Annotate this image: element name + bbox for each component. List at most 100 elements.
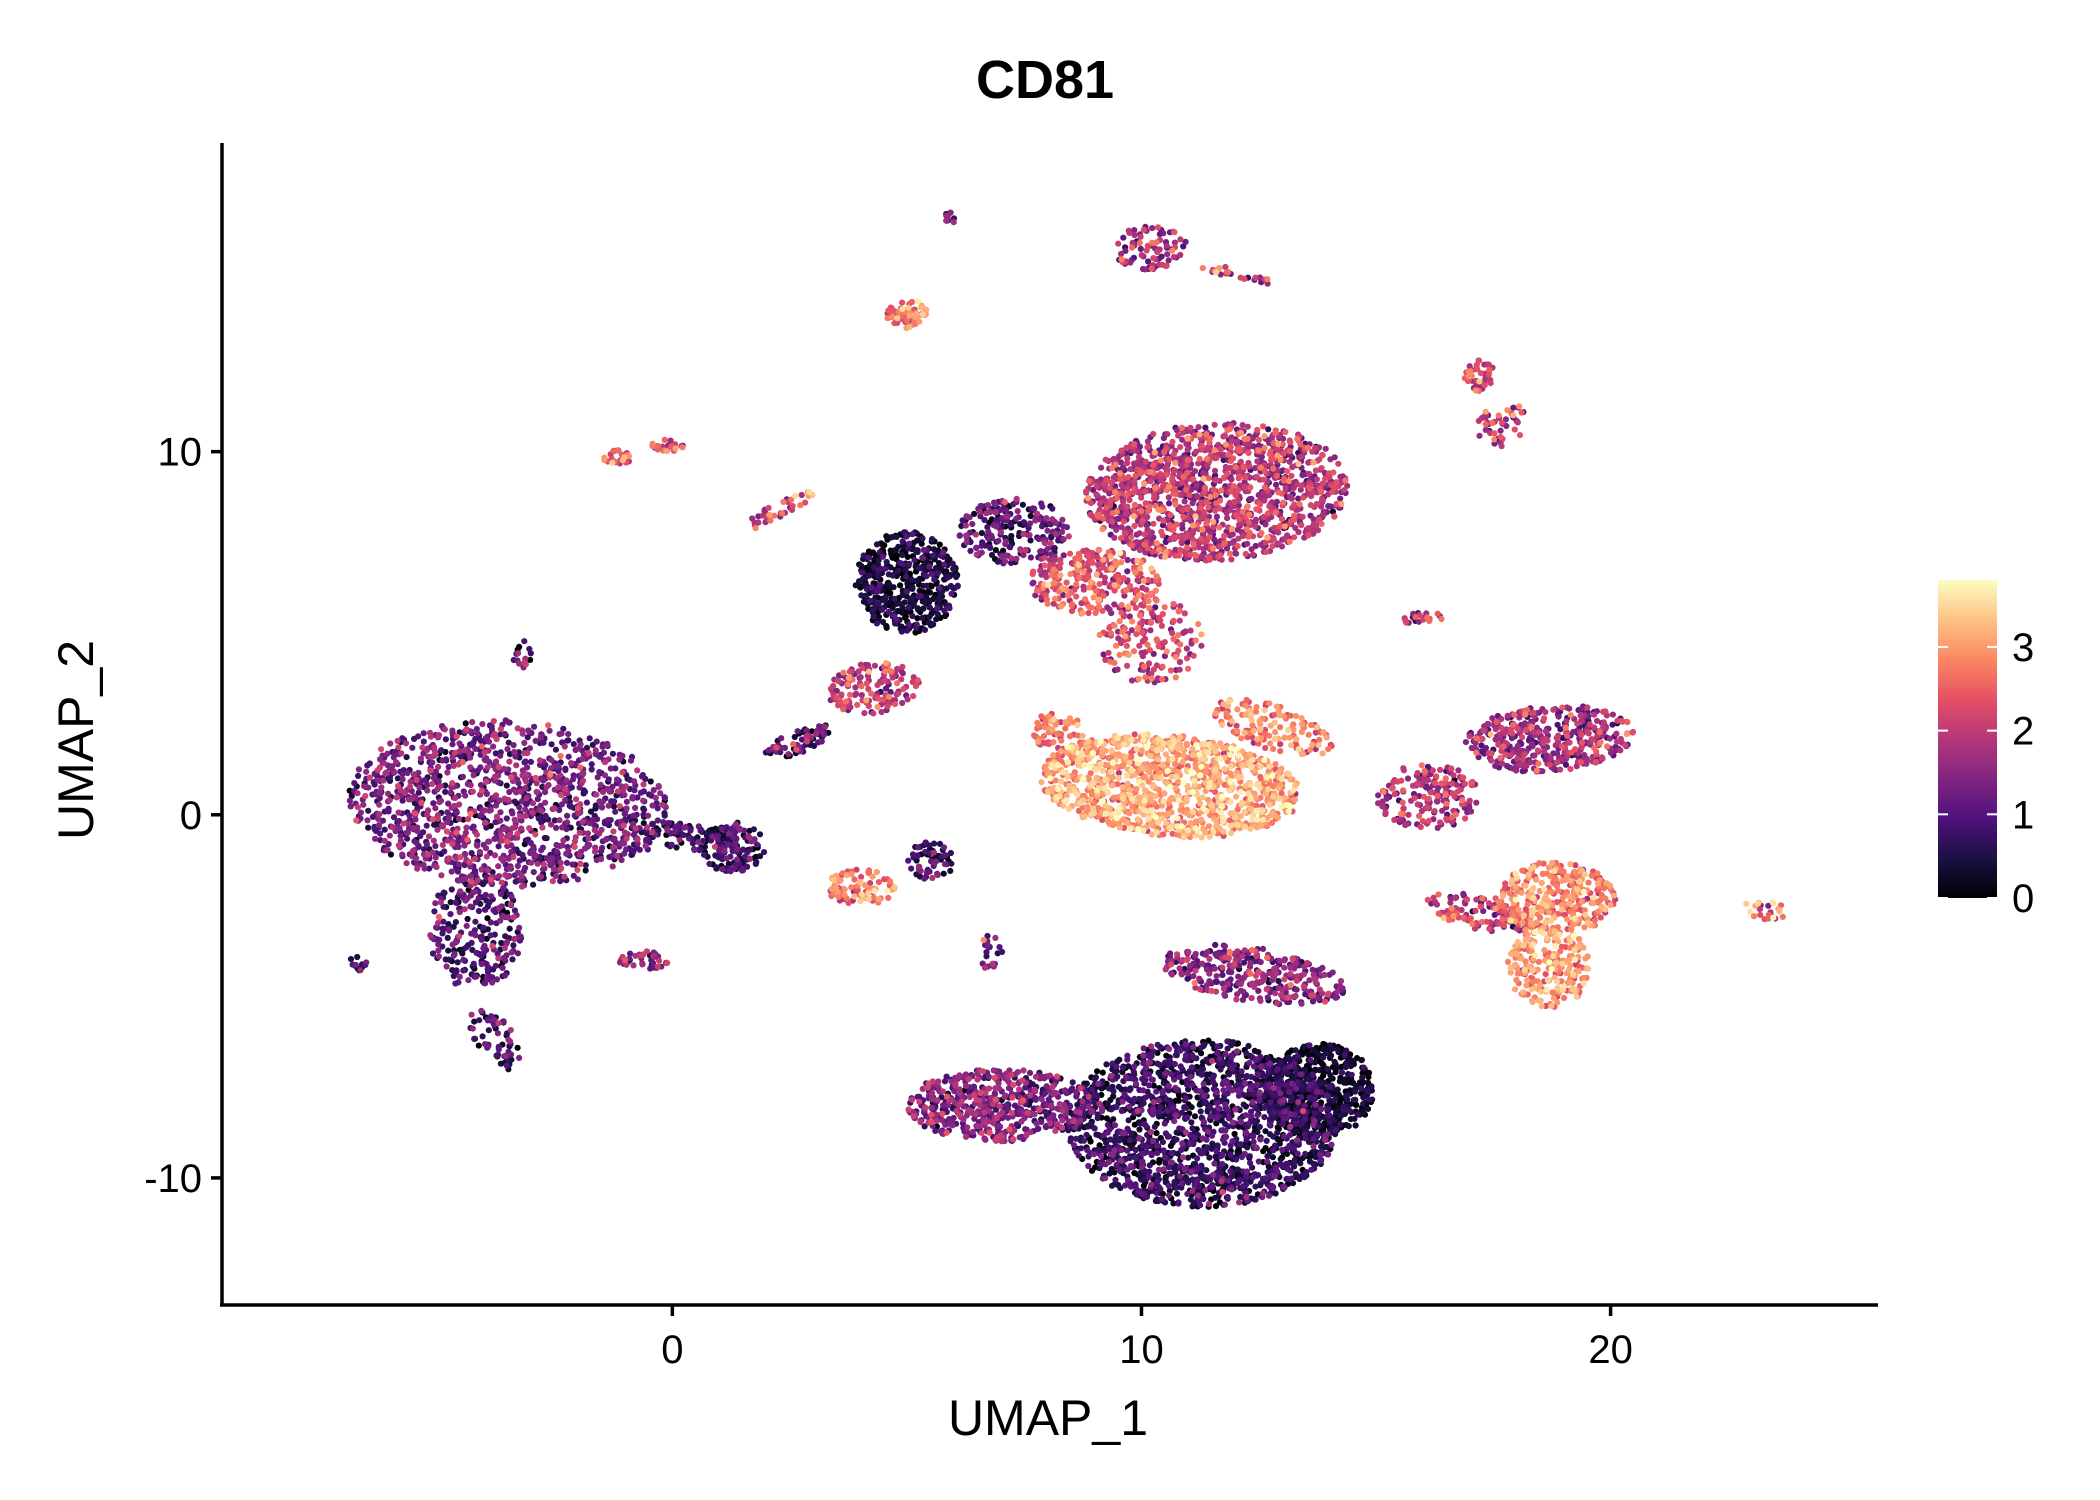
cell-point xyxy=(538,847,545,854)
cell-point xyxy=(1146,1162,1153,1169)
cell-point xyxy=(1309,1071,1316,1078)
cell-point xyxy=(1176,1074,1183,1081)
cell-point xyxy=(1359,1108,1366,1115)
cell-point xyxy=(934,605,941,612)
cell-point xyxy=(858,562,865,570)
cell-point xyxy=(1159,1195,1166,1202)
cell-point xyxy=(1338,1069,1345,1076)
cell-point xyxy=(873,541,881,548)
cell-point xyxy=(752,860,759,868)
cell-point xyxy=(1210,1073,1217,1081)
cell-point xyxy=(1186,1140,1194,1147)
cell-point xyxy=(873,620,881,627)
cell-point xyxy=(562,766,569,774)
cell-point xyxy=(1302,1150,1309,1157)
cell-point xyxy=(922,599,929,606)
cell-point xyxy=(1224,1038,1231,1045)
cell-point xyxy=(1311,1110,1318,1117)
cell-point xyxy=(477,764,484,771)
cell-point xyxy=(472,918,479,925)
cell-point xyxy=(453,809,460,816)
cell-point xyxy=(897,582,904,589)
cell-point xyxy=(1199,1135,1206,1142)
cell-point xyxy=(1287,1097,1295,1104)
cell-point xyxy=(905,621,912,629)
cell-point xyxy=(1254,1071,1261,1078)
cell-point xyxy=(1225,1114,1232,1121)
cell-point xyxy=(1228,969,1235,976)
cell-point xyxy=(500,885,507,892)
cell-point xyxy=(1203,1076,1210,1083)
cell-point xyxy=(1363,1087,1370,1094)
cell-point xyxy=(1264,994,1271,1001)
cell-point xyxy=(440,918,447,925)
cell-point xyxy=(1222,1127,1229,1134)
cell-point xyxy=(1182,1052,1189,1059)
cell-point xyxy=(501,730,508,738)
cell-point xyxy=(866,598,873,605)
cell-point xyxy=(1172,1052,1179,1059)
cell-point xyxy=(1219,1160,1226,1168)
cell-point xyxy=(505,719,512,726)
cell-point xyxy=(1182,1095,1189,1102)
cell-point xyxy=(1255,1049,1262,1056)
cell-point xyxy=(482,906,489,913)
scatter-points xyxy=(346,209,1786,1210)
cell-point xyxy=(1282,1081,1289,1088)
cell-point xyxy=(1073,1135,1080,1142)
cell-point xyxy=(879,541,886,549)
cell-point xyxy=(1113,1103,1120,1111)
cell-point xyxy=(686,835,693,842)
cell-point xyxy=(883,533,890,540)
cell-point xyxy=(1105,1144,1112,1151)
cell-point xyxy=(661,812,668,819)
cell-point xyxy=(1145,1173,1152,1180)
cell-point xyxy=(933,564,940,572)
cell-point xyxy=(923,869,931,876)
cell-point xyxy=(931,594,938,602)
cell-point xyxy=(1244,1168,1251,1175)
cell-point xyxy=(1358,1056,1365,1064)
cell-point xyxy=(654,817,661,824)
cell-point xyxy=(565,753,572,760)
cell-point xyxy=(387,851,394,858)
cell-point xyxy=(1110,1116,1117,1123)
cell-point xyxy=(885,571,892,578)
cell-point xyxy=(889,604,896,612)
cell-point xyxy=(1151,1123,1158,1130)
cell-point xyxy=(1153,1088,1160,1095)
cell-point xyxy=(1351,1096,1358,1104)
cell-point xyxy=(1266,1121,1273,1128)
cell-point xyxy=(1280,1115,1287,1123)
cell-point xyxy=(1216,1055,1223,1062)
cell-point xyxy=(1106,1085,1113,1092)
cell-point xyxy=(1168,1170,1175,1177)
cell-point xyxy=(1091,1091,1099,1099)
cell-point xyxy=(712,825,719,832)
cell-point xyxy=(432,843,439,850)
cell-point xyxy=(347,956,355,963)
cell-point xyxy=(1272,1164,1280,1171)
cell-point xyxy=(1214,1050,1221,1057)
cell-point xyxy=(1119,1064,1126,1071)
cell-point xyxy=(903,588,911,595)
cell-point xyxy=(1041,1108,1048,1115)
cell-point xyxy=(588,761,595,768)
cell-point xyxy=(1197,1088,1204,1095)
cell-point xyxy=(1209,1140,1216,1147)
cell-point xyxy=(1156,1061,1163,1068)
cell-point xyxy=(750,826,758,833)
cell-point xyxy=(882,565,889,572)
cell-point xyxy=(1112,1176,1119,1183)
cell-point xyxy=(1246,1059,1253,1066)
cell-point xyxy=(870,613,877,620)
cell-point xyxy=(1317,1151,1324,1158)
cell-point xyxy=(630,812,637,819)
cell-point xyxy=(901,599,908,606)
cell-point xyxy=(1173,1136,1180,1143)
cell-point xyxy=(1358,1085,1365,1092)
cell-point xyxy=(875,572,882,580)
cell-point xyxy=(499,964,506,972)
cell-point xyxy=(355,772,362,780)
cell-point xyxy=(1029,1081,1036,1088)
